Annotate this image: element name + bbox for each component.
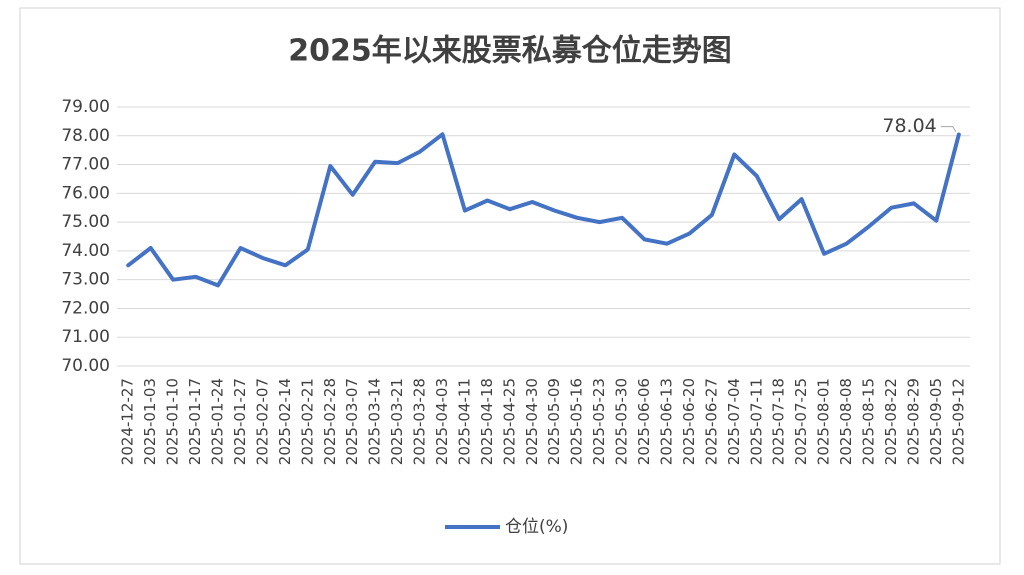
x-tick-label: 2025-05-09 xyxy=(545,378,563,465)
x-tick-label: 2025-06-13 xyxy=(657,378,675,465)
x-tick-label: 2025-04-25 xyxy=(500,378,518,465)
chart-frame xyxy=(19,7,1001,565)
x-tick-label: 2025-07-18 xyxy=(770,378,788,465)
x-tick-label: 2025-09-05 xyxy=(927,378,945,465)
x-tick-label: 2025-06-20 xyxy=(680,378,698,465)
x-tick-label: 2024-12-27 xyxy=(119,378,137,465)
x-tick-label: 2025-05-23 xyxy=(590,378,608,465)
x-tick-label: 2025-03-21 xyxy=(388,378,406,465)
x-tick-label: 2025-01-17 xyxy=(186,378,204,465)
chart-title: 2025年以来股票私募仓位走势图 xyxy=(288,34,732,69)
x-tick-label: 2025-07-04 xyxy=(725,378,743,465)
x-tick-label: 2025-02-07 xyxy=(253,378,271,465)
x-tick-label: 2025-06-27 xyxy=(702,378,720,465)
x-tick-label: 2025-03-07 xyxy=(343,378,361,465)
legend-label: 仓位(%) xyxy=(505,517,568,537)
x-tick-label: 2025-04-11 xyxy=(455,378,473,465)
line-series xyxy=(126,132,961,288)
x-tick-label: 2025-08-22 xyxy=(882,378,900,465)
y-tick-label: 72.00 xyxy=(61,298,110,318)
x-tick-label: 2025-01-27 xyxy=(231,378,249,465)
label-leader xyxy=(940,126,957,132)
x-tick-label: 2025-08-01 xyxy=(815,378,833,465)
y-tick-label: 77.00 xyxy=(61,155,110,175)
x-tick-label: 2025-01-10 xyxy=(164,378,182,465)
x-tick-label: 2025-07-11 xyxy=(747,378,765,465)
y-tick-label: 78.00 xyxy=(61,126,110,146)
x-tick-label: 2025-08-15 xyxy=(859,378,877,465)
x-tick-label: 2025-02-14 xyxy=(276,378,294,465)
x-tick-label: 2025-02-21 xyxy=(298,378,316,465)
y-tick-label: 70.00 xyxy=(61,356,110,376)
y-tick-label: 74.00 xyxy=(61,241,110,261)
x-tick-label: 2025-08-29 xyxy=(904,378,922,465)
x-tick-label: 2025-04-03 xyxy=(433,378,451,465)
x-tick-label: 2025-05-16 xyxy=(568,378,586,465)
x-tick-label: 2025-01-24 xyxy=(209,378,227,465)
x-tick-label: 2025-04-30 xyxy=(523,378,541,465)
y-tick-label: 71.00 xyxy=(61,327,110,347)
x-tick-label: 2025-08-08 xyxy=(837,378,855,465)
y-tick-label: 79.00 xyxy=(61,97,110,117)
x-tick-label: 2025-03-28 xyxy=(411,378,429,465)
x-tick-label: 2025-07-25 xyxy=(792,378,810,465)
x-tick-label: 2025-06-06 xyxy=(635,378,653,465)
x-tick-label: 2025-04-18 xyxy=(478,378,496,465)
y-tick-label: 75.00 xyxy=(61,212,110,232)
x-tick-label: 2025-05-30 xyxy=(613,378,631,465)
y-tick-label: 76.00 xyxy=(61,183,110,203)
x-tick-label: 2025-02-28 xyxy=(321,378,339,465)
x-tick-label: 2025-01-03 xyxy=(141,378,159,465)
y-tick-label: 73.00 xyxy=(61,270,110,290)
x-tick-label: 2025-03-14 xyxy=(366,378,384,465)
x-tick-label: 2025-09-12 xyxy=(949,378,967,465)
data-label: 78.04 xyxy=(882,115,936,137)
